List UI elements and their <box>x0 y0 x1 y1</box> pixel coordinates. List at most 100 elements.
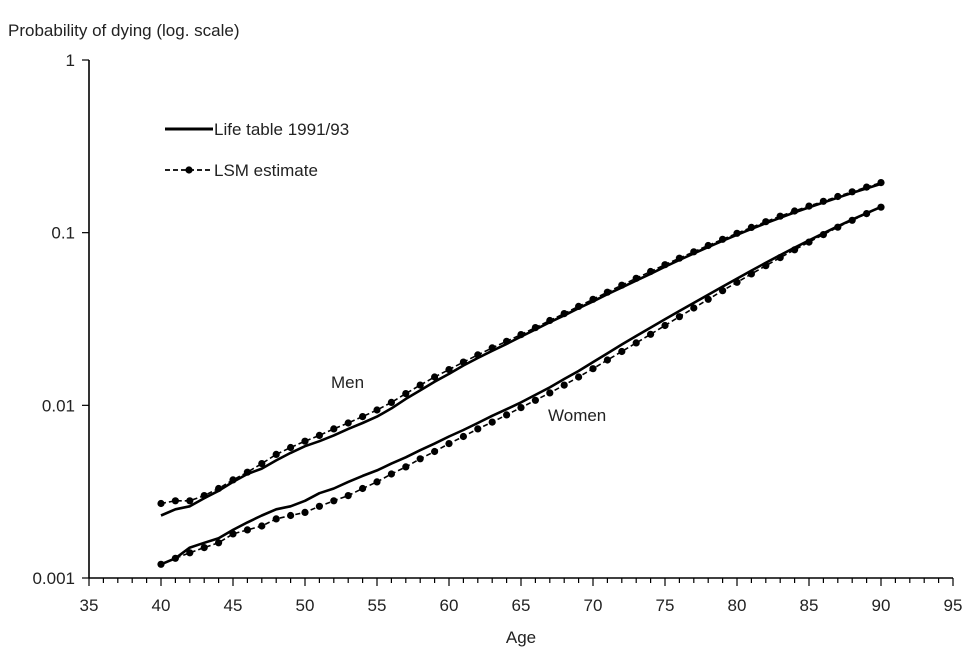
data-point-men-lsm-estimate <box>805 202 813 210</box>
data-point-men-lsm-estimate <box>517 331 525 339</box>
data-point-men-lsm-estimate <box>474 351 482 359</box>
data-point-women-lsm-estimate <box>431 447 439 456</box>
data-point-women-lsm-estimate <box>387 470 395 478</box>
data-point-women-lsm-estimate <box>301 508 309 516</box>
data-point-women-lsm-estimate <box>229 530 237 538</box>
data-point-women-lsm-estimate <box>359 484 367 493</box>
ticks: 35 40 45 50 55 60 65 70 75 80 85 90 95 0.001 0.01 0.1 1 <box>32 51 962 615</box>
data-point-women-lsm-estimate <box>834 223 842 231</box>
series-line-women-lsm-estimate <box>160 206 882 566</box>
data-point-men-lsm-estimate <box>344 419 352 427</box>
data-point-women-lsm-estimate <box>776 254 784 262</box>
annotation-men: Men <box>331 373 364 392</box>
data-point-men-lsm-estimate <box>431 373 439 381</box>
data-point-men-lsm-estimate <box>560 310 568 318</box>
axes: 35 40 45 50 55 60 65 70 75 80 85 90 95 0.001 0.01 0.1 1 <box>32 51 962 615</box>
x-tick-label: 85 <box>800 596 819 615</box>
y-tick-label: 0.001 <box>32 569 75 588</box>
data-point-men-lsm-estimate <box>747 223 756 231</box>
data-point-women-lsm-estimate <box>632 339 640 347</box>
data-point-men-lsm-estimate <box>834 192 842 201</box>
x-tick-label: 75 <box>656 596 675 615</box>
data-point-women-lsm-estimate <box>200 544 208 552</box>
data-point-women-lsm-estimate <box>690 304 698 312</box>
y-axis-title: Probability of dying (log. scale) <box>8 21 240 40</box>
data-point-women-lsm-estimate <box>531 396 540 404</box>
data-point-women-lsm-estimate <box>546 389 554 397</box>
x-tick-label: 80 <box>728 596 747 615</box>
data-point-men-lsm-estimate <box>877 179 885 187</box>
data-point-men-lsm-estimate <box>200 492 208 500</box>
data-point-men-lsm-estimate <box>632 274 640 282</box>
series-line-men-life-table <box>160 182 882 517</box>
data-point-women-lsm-estimate <box>675 313 684 321</box>
data-point-men-lsm-estimate <box>459 358 467 366</box>
data-point-men-lsm-estimate <box>186 497 194 505</box>
data-point-women-lsm-estimate <box>287 511 295 520</box>
data-point-men-lsm-estimate <box>531 324 540 332</box>
x-tick-label: 55 <box>368 596 387 615</box>
data-point-men-lsm-estimate <box>402 390 410 398</box>
data-point-women-lsm-estimate <box>560 381 568 389</box>
data-point-men-lsm-estimate <box>647 267 655 276</box>
data-point-women-lsm-estimate <box>848 216 856 224</box>
data-point-women-lsm-estimate <box>762 262 770 270</box>
data-point-men-lsm-estimate <box>445 366 453 374</box>
data-point-women-lsm-estimate <box>272 515 280 523</box>
data-point-women-lsm-estimate <box>503 411 511 419</box>
data-point-men-lsm-estimate <box>589 295 597 303</box>
data-point-men-lsm-estimate <box>776 212 784 220</box>
x-tick-label: 40 <box>152 596 171 615</box>
data-point-men-lsm-estimate <box>733 229 741 237</box>
y-tick-label: 1 <box>66 51 75 70</box>
series-line-women-life-table <box>160 205 882 566</box>
data-point-men-lsm-estimate <box>661 261 669 269</box>
y-tick-label: 0.01 <box>42 396 75 415</box>
data-point-women-lsm-estimate <box>661 321 669 330</box>
data-point-women-lsm-estimate <box>186 549 194 557</box>
data-point-women-lsm-estimate <box>805 238 813 246</box>
data-point-men-lsm-estimate <box>157 499 165 508</box>
x-tick-label: 50 <box>296 596 315 615</box>
data-point-men-lsm-estimate <box>359 413 367 421</box>
data-point-women-lsm-estimate <box>416 455 424 463</box>
data-point-women-lsm-estimate <box>603 356 612 364</box>
data-point-women-lsm-estimate <box>517 404 525 412</box>
legend-item-life-table: Life table 1991/93 <box>214 120 349 139</box>
data-point-women-lsm-estimate <box>488 418 496 426</box>
data-point-men-lsm-estimate <box>373 406 381 414</box>
data-point-men-lsm-estimate <box>791 207 799 215</box>
data-point-women-lsm-estimate <box>373 478 381 486</box>
x-tick-label: 45 <box>224 596 243 615</box>
y-tick-label: 0.1 <box>51 224 75 243</box>
data-point-women-lsm-estimate <box>863 210 871 218</box>
data-point-men-lsm-estimate <box>416 381 424 389</box>
data-point-men-lsm-estimate <box>863 183 871 191</box>
data-point-women-lsm-estimate <box>258 522 266 530</box>
data-point-men-lsm-estimate <box>387 398 395 406</box>
data-point-women-lsm-estimate <box>344 492 352 500</box>
data-point-men-lsm-estimate <box>229 476 237 484</box>
data-point-men-lsm-estimate <box>503 337 511 345</box>
x-tick-label: 70 <box>584 596 603 615</box>
legend-item-lsm-estimate: LSM estimate <box>214 161 318 180</box>
data-point-women-lsm-estimate <box>445 440 453 448</box>
data-point-men-lsm-estimate <box>488 344 496 352</box>
data-point-men-lsm-estimate <box>215 484 223 493</box>
x-tick-label: 65 <box>512 596 531 615</box>
data-point-women-lsm-estimate <box>315 502 323 510</box>
data-point-women-lsm-estimate <box>402 463 410 471</box>
data-point-men-lsm-estimate <box>171 497 179 505</box>
legend-dot-marker <box>185 166 193 174</box>
legend: Life table 1991/93 LSM estimate <box>165 120 349 180</box>
data-point-women-lsm-estimate <box>330 497 338 505</box>
data-point-men-lsm-estimate <box>762 218 770 226</box>
data-point-women-lsm-estimate <box>243 526 251 534</box>
x-tick-label: 95 <box>944 596 963 615</box>
data-point-men-lsm-estimate <box>258 460 266 468</box>
x-tick-label: 35 <box>80 596 99 615</box>
data-point-men-lsm-estimate <box>330 425 338 433</box>
x-tick-label: 90 <box>872 596 891 615</box>
data-point-women-lsm-estimate <box>819 231 828 239</box>
